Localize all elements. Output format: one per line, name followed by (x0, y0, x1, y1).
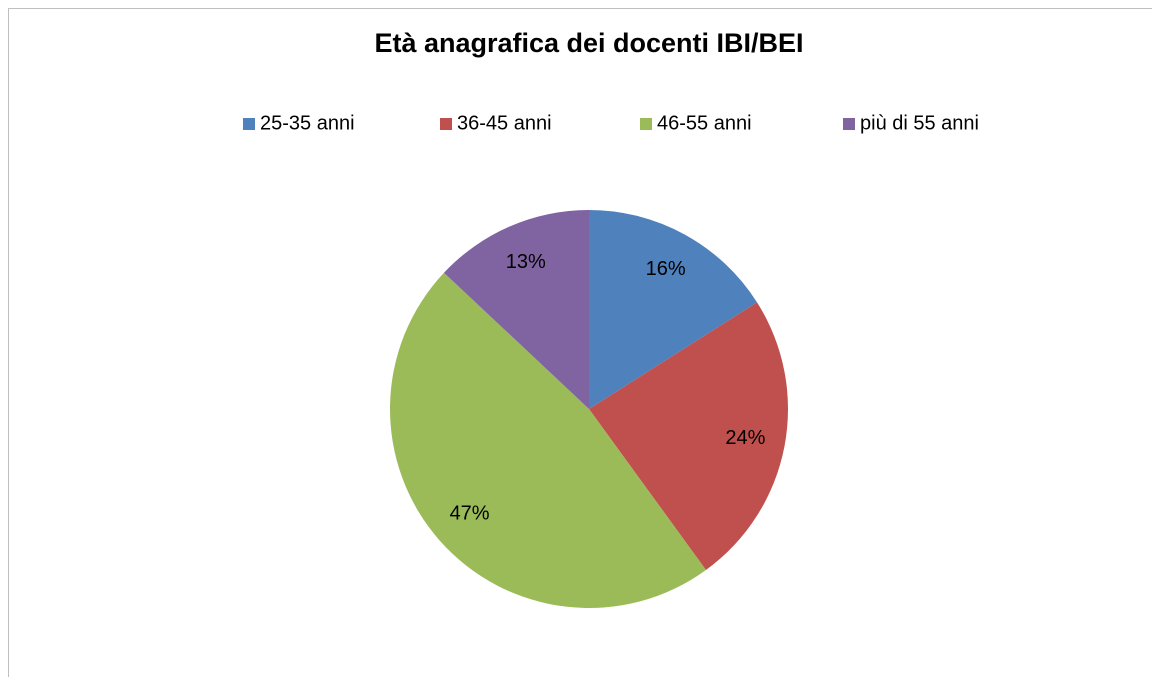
data-label: 24% (725, 427, 765, 449)
data-label: 47% (450, 503, 490, 525)
legend-swatch (640, 118, 652, 130)
chart-title: Età anagrafica dei docenti IBI/BEI (374, 28, 803, 58)
data-label: 16% (646, 258, 686, 280)
pie-slice (390, 272, 706, 608)
legend-label: 36-45 anni (457, 112, 552, 134)
legend-label: più di 55 anni (860, 112, 979, 134)
pie-slice (443, 210, 589, 409)
legend-swatch (843, 118, 855, 130)
pie-slice (589, 302, 788, 570)
pie-slice (589, 210, 758, 409)
legend-label: 25-35 anni (260, 112, 355, 134)
legend-label: 46-55 anni (657, 112, 752, 134)
data-label: 13% (506, 251, 546, 273)
legend-swatch (243, 118, 255, 130)
legend-swatch (440, 118, 452, 130)
